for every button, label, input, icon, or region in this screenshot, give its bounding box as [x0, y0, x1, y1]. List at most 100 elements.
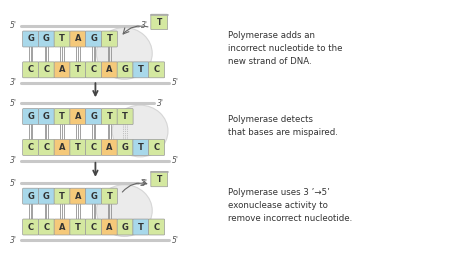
Ellipse shape	[112, 105, 168, 157]
FancyBboxPatch shape	[133, 62, 149, 78]
Text: G: G	[122, 143, 128, 152]
FancyBboxPatch shape	[86, 188, 101, 204]
Text: 3': 3'	[9, 78, 17, 88]
Text: A: A	[74, 192, 81, 201]
Text: 5': 5'	[9, 178, 17, 188]
FancyBboxPatch shape	[149, 62, 164, 78]
Text: C: C	[91, 143, 97, 152]
FancyBboxPatch shape	[54, 62, 70, 78]
FancyBboxPatch shape	[101, 62, 118, 78]
Text: 3': 3'	[9, 156, 17, 165]
Text: T: T	[59, 192, 65, 201]
FancyBboxPatch shape	[151, 14, 168, 30]
FancyBboxPatch shape	[133, 139, 149, 155]
FancyBboxPatch shape	[23, 62, 38, 78]
Text: G: G	[90, 35, 97, 44]
FancyBboxPatch shape	[23, 139, 38, 155]
Text: C: C	[43, 65, 49, 74]
Text: 5': 5'	[172, 236, 179, 245]
FancyBboxPatch shape	[101, 219, 118, 235]
Text: T: T	[138, 222, 144, 231]
FancyBboxPatch shape	[23, 109, 38, 124]
FancyBboxPatch shape	[70, 139, 86, 155]
Text: G: G	[43, 112, 50, 121]
FancyBboxPatch shape	[38, 31, 55, 47]
FancyBboxPatch shape	[149, 219, 164, 235]
FancyBboxPatch shape	[117, 109, 133, 124]
Text: T: T	[107, 192, 112, 201]
FancyBboxPatch shape	[54, 188, 70, 204]
FancyBboxPatch shape	[101, 109, 118, 124]
FancyBboxPatch shape	[101, 31, 118, 47]
Text: T: T	[75, 65, 81, 74]
Text: G: G	[90, 112, 97, 121]
FancyBboxPatch shape	[86, 31, 101, 47]
Text: C: C	[154, 65, 160, 74]
FancyBboxPatch shape	[133, 219, 149, 235]
Text: T: T	[107, 35, 112, 44]
Text: 3': 3'	[141, 21, 148, 30]
FancyBboxPatch shape	[23, 219, 38, 235]
Text: C: C	[154, 222, 160, 231]
Text: A: A	[74, 112, 81, 121]
FancyBboxPatch shape	[38, 219, 55, 235]
FancyBboxPatch shape	[101, 139, 118, 155]
Text: A: A	[59, 222, 65, 231]
Text: 5': 5'	[9, 99, 17, 108]
Text: T: T	[59, 112, 65, 121]
Text: T: T	[138, 65, 144, 74]
Text: 3': 3'	[9, 236, 17, 245]
Text: A: A	[106, 143, 113, 152]
Ellipse shape	[96, 28, 152, 79]
Text: 3': 3'	[141, 178, 148, 188]
Text: C: C	[27, 65, 34, 74]
FancyBboxPatch shape	[23, 188, 38, 204]
Text: G: G	[27, 35, 34, 44]
FancyBboxPatch shape	[70, 109, 86, 124]
Text: C: C	[27, 222, 34, 231]
Text: G: G	[43, 35, 50, 44]
FancyBboxPatch shape	[117, 219, 133, 235]
Text: Polymerase uses 3 ’→5’
exonuclease activity to
remove incorrect nucleotide.: Polymerase uses 3 ’→5’ exonuclease activ…	[228, 188, 352, 223]
FancyBboxPatch shape	[86, 139, 101, 155]
FancyBboxPatch shape	[86, 109, 101, 124]
Text: A: A	[106, 65, 113, 74]
FancyBboxPatch shape	[70, 219, 86, 235]
FancyBboxPatch shape	[117, 62, 133, 78]
FancyBboxPatch shape	[38, 188, 55, 204]
Text: T: T	[75, 143, 81, 152]
Text: Polymerase detects
that bases are mispaired.: Polymerase detects that bases are mispai…	[228, 115, 338, 137]
FancyBboxPatch shape	[70, 31, 86, 47]
FancyBboxPatch shape	[54, 109, 70, 124]
Text: 5': 5'	[172, 156, 179, 165]
Text: T: T	[156, 175, 162, 184]
Text: T: T	[75, 222, 81, 231]
Text: C: C	[154, 143, 160, 152]
Text: G: G	[43, 192, 50, 201]
Text: T: T	[59, 35, 65, 44]
Text: C: C	[91, 222, 97, 231]
FancyBboxPatch shape	[86, 62, 101, 78]
Ellipse shape	[96, 185, 152, 236]
Text: T: T	[156, 18, 162, 27]
FancyBboxPatch shape	[70, 62, 86, 78]
FancyBboxPatch shape	[151, 171, 168, 187]
Text: G: G	[27, 112, 34, 121]
FancyBboxPatch shape	[70, 188, 86, 204]
FancyBboxPatch shape	[54, 139, 70, 155]
Text: A: A	[106, 222, 113, 231]
Text: A: A	[59, 65, 65, 74]
FancyBboxPatch shape	[54, 31, 70, 47]
Text: T: T	[122, 112, 128, 121]
Text: G: G	[90, 192, 97, 201]
FancyBboxPatch shape	[38, 62, 55, 78]
Text: G: G	[27, 192, 34, 201]
Text: C: C	[43, 222, 49, 231]
Text: A: A	[74, 35, 81, 44]
Text: T: T	[107, 112, 112, 121]
FancyBboxPatch shape	[54, 219, 70, 235]
FancyBboxPatch shape	[101, 188, 118, 204]
Text: C: C	[43, 143, 49, 152]
Text: 5': 5'	[9, 21, 17, 30]
FancyBboxPatch shape	[38, 139, 55, 155]
